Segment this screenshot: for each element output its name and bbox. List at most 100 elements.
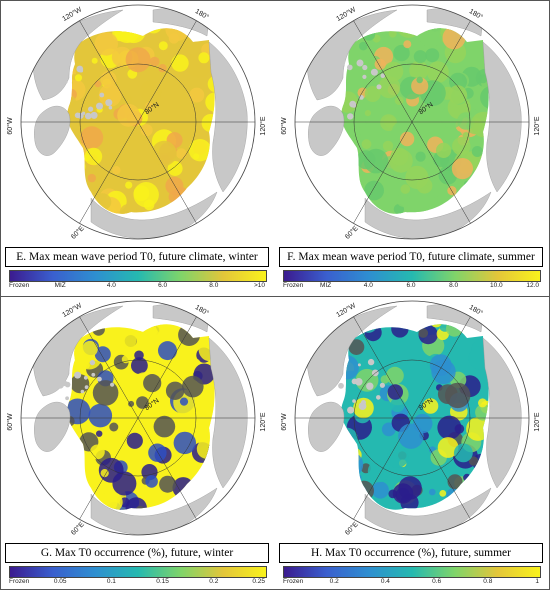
label-60w: 60°W — [280, 117, 288, 135]
map-boundary — [294, 300, 530, 536]
island — [74, 371, 82, 379]
island — [108, 105, 113, 110]
colorbar-gradient — [283, 270, 541, 282]
colorbar-tick-label: 0.05 — [53, 578, 67, 585]
island — [89, 359, 96, 366]
label-60e: 60°E — [343, 520, 360, 537]
polar-map-e: 120°W 180° 60°W 120°E 80°N 60°E — [3, 2, 273, 242]
map-boundary — [294, 4, 530, 240]
island — [326, 89, 332, 95]
label-60e: 60°E — [69, 224, 86, 241]
panel-g-caption: G. Max T0 occurrence (%), future, winter — [5, 543, 269, 563]
island — [50, 67, 59, 76]
label-180: 180° — [468, 303, 485, 317]
colorbar-tick-label: 10.0 — [490, 282, 503, 289]
island — [379, 382, 385, 388]
polar-map-g: 120°W 180° 60°W 120°E 80°N 60°E — [3, 298, 273, 538]
label-180: 180° — [468, 7, 485, 21]
land-mass — [34, 401, 71, 452]
colorbar-tick-label: Frozen — [9, 282, 30, 289]
island — [356, 59, 364, 67]
colorbar-tick-label: 0.6 — [432, 578, 442, 585]
island — [347, 406, 355, 414]
land-mass — [364, 191, 492, 239]
colorbar-tick-label: 4.0 — [106, 282, 116, 289]
land-mass — [90, 487, 218, 535]
island — [65, 396, 69, 401]
colorbar-tick-label: Frozen — [283, 282, 304, 289]
colorbar-e: Frozen MIZ 4.0 6.0 8.0 >10 — [9, 270, 267, 292]
colorbar-gradient — [283, 566, 541, 578]
island — [52, 410, 60, 419]
graticule — [21, 20, 255, 224]
island — [347, 64, 353, 71]
island — [63, 79, 68, 84]
graticule — [295, 316, 529, 520]
colorbar-tick-label: MIZ — [320, 282, 332, 289]
label-120e: 120°E — [533, 412, 541, 431]
colorbar-tick-label: 0.4 — [380, 578, 390, 585]
colorbar-tick-label: 0.1 — [106, 578, 116, 585]
map-svg: 120°W 180°60°W 120°E80°N60°E — [6, 4, 267, 241]
island — [77, 112, 84, 119]
island — [97, 376, 102, 382]
island — [85, 112, 92, 120]
panel-f: 120°W 180° 60°W 120°E 80°N 60°E F. Max mean w… — [277, 2, 547, 294]
island — [99, 92, 105, 98]
colorbar-tick-label: 1 — [535, 578, 539, 585]
land-mass — [32, 9, 124, 101]
graticule — [21, 316, 255, 520]
island — [88, 106, 94, 112]
panel-divider — [1, 296, 549, 297]
island — [351, 378, 358, 385]
island — [105, 99, 113, 107]
label-60w: 60°W — [6, 117, 14, 135]
land-mass — [34, 105, 71, 156]
island — [83, 375, 88, 380]
land-mass — [306, 9, 398, 101]
label-120e: 120°E — [259, 116, 267, 135]
label-120e: 120°E — [533, 116, 541, 135]
panel-f-caption: F. Max mean wave period T0, future clima… — [279, 247, 543, 267]
label-60e: 60°E — [343, 224, 360, 241]
island — [338, 382, 344, 389]
label-180: 180° — [194, 303, 211, 317]
land-mass — [364, 487, 492, 535]
island — [352, 399, 356, 403]
label-60w: 60°W — [6, 413, 14, 431]
label-60w: 60°W — [280, 413, 288, 431]
panel-h: 120°W 180° 60°W 120°E 80°N 60°E H. Max T0 occ… — [277, 298, 547, 590]
colorbar-tick-label: 0.2 — [209, 578, 219, 585]
map-boundary — [20, 4, 256, 240]
island — [359, 95, 364, 100]
map-svg: 120°W 180°60°W 120°E80°N60°E — [280, 300, 541, 537]
polar-map-f: 120°W 180° 60°W 120°E 80°N 60°E — [277, 2, 547, 242]
island — [376, 84, 382, 90]
island — [79, 68, 84, 73]
island — [357, 363, 361, 367]
island — [349, 100, 357, 108]
land-mass — [306, 305, 398, 397]
colorbar-tick-label: 0.25 — [252, 578, 265, 585]
colorbar-tick-label: MIZ — [54, 282, 66, 289]
label-180: 180° — [194, 7, 211, 21]
panel-e-caption: E. Max mean wave period T0, future clima… — [5, 247, 269, 267]
colorbar-h: Frozen 0.2 0.4 0.6 0.8 1 — [283, 566, 541, 588]
panel-h-caption: H. Max T0 occurrence (%), future, summer — [279, 543, 543, 563]
land-mass — [90, 191, 218, 239]
island — [370, 68, 378, 76]
island — [96, 102, 103, 110]
colorbar-f: Frozen MIZ 4.0 6.0 8.0 10.0 12.0 — [283, 270, 541, 292]
land-mass — [32, 305, 124, 397]
island — [380, 73, 386, 78]
colorbar-tick-label: 8.0 — [449, 282, 459, 289]
island — [358, 402, 367, 410]
island — [376, 395, 381, 400]
colorbar-g: Frozen 0.05 0.1 0.15 0.2 0.25 — [9, 566, 267, 588]
colorbar-tick-label: 0.15 — [156, 578, 169, 585]
colorbar-tick-label: >10 — [253, 282, 265, 289]
island — [366, 382, 374, 390]
label-120e: 120°E — [259, 412, 267, 431]
island — [362, 64, 368, 71]
